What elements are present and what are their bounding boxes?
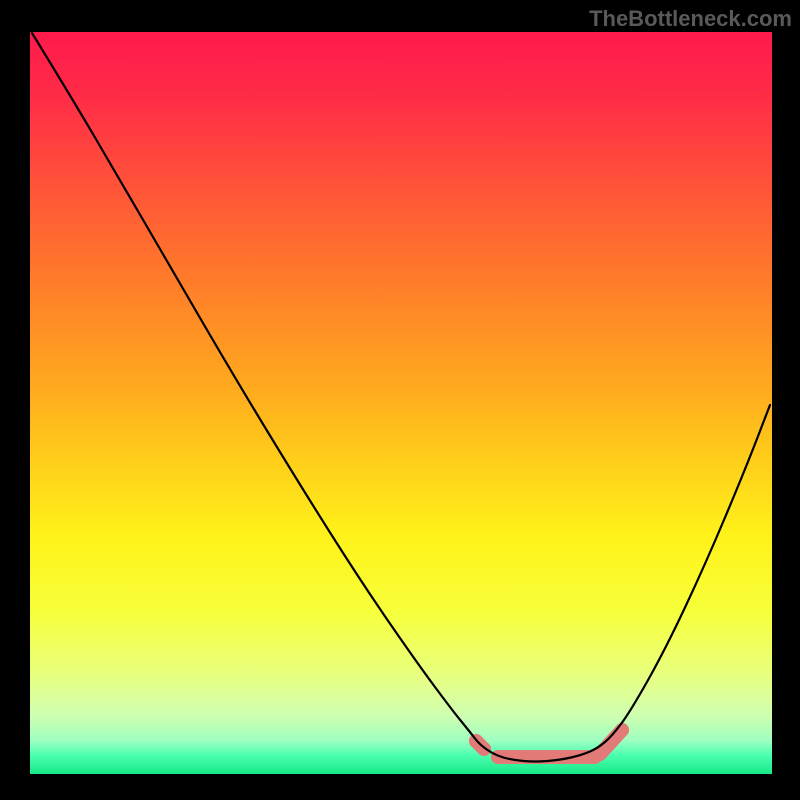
watermark-text: TheBottleneck.com	[589, 6, 792, 32]
plot-background	[30, 32, 772, 774]
canvas: TheBottleneck.com	[0, 0, 800, 800]
plot-svg	[0, 0, 800, 800]
